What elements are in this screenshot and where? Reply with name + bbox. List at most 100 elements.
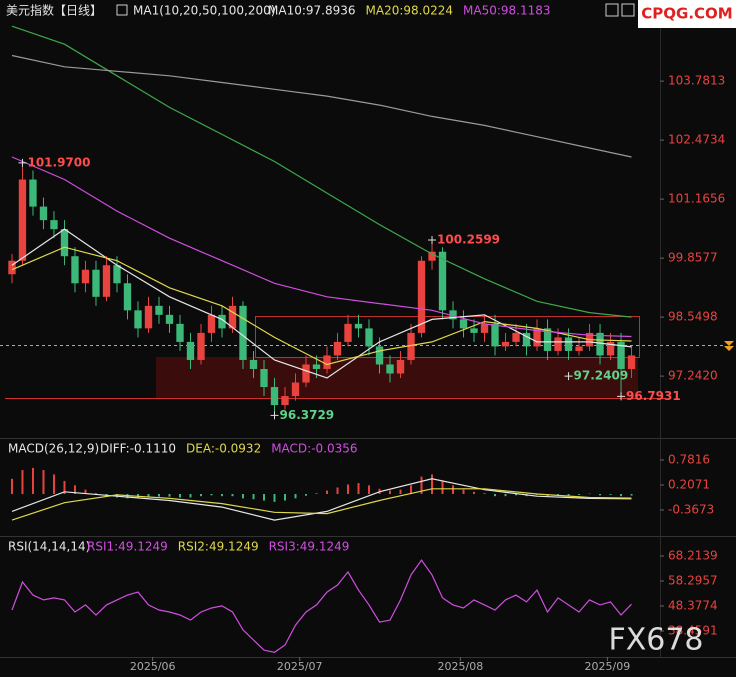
histogram-bar: [10, 478, 13, 495]
candle-body: [186, 341, 195, 360]
histogram-bar: [178, 494, 181, 498]
histogram-bar: [52, 474, 55, 495]
legend-entry: MA10:97.8936: [268, 4, 356, 18]
candle-body: [144, 305, 153, 329]
watermark-box: [638, 0, 736, 28]
histogram-bar: [199, 494, 202, 497]
histogram-bar: [263, 494, 265, 501]
x-tick-label: 2025/06: [130, 660, 176, 673]
candle-body: [281, 396, 289, 406]
chart-subtitle: MA1(10,20,50,100,200): [133, 4, 275, 18]
legend-entry: MACD:-0.0356: [271, 442, 357, 456]
y-tick-label: 58.2957: [668, 573, 718, 587]
histogram-bar: [31, 467, 34, 495]
candle-body: [501, 341, 510, 347]
histogram-bar: [294, 494, 297, 499]
y-tick-label: 0.2071: [668, 477, 710, 491]
window-icon[interactable]: [605, 3, 619, 17]
candle-body: [39, 206, 48, 221]
candle-body: [260, 368, 268, 388]
histogram-bar: [210, 494, 213, 496]
histogram-bar: [515, 494, 518, 496]
annotation-marker: [617, 392, 626, 401]
candle-body: [228, 305, 237, 329]
y-tick-label: 97.2420: [668, 369, 718, 383]
histogram-bar: [609, 494, 612, 495]
histogram-bar: [157, 494, 160, 497]
candle-body: [50, 220, 58, 230]
histogram-bar: [347, 484, 350, 495]
candle-body: [627, 355, 636, 369]
histogram-bar: [252, 494, 255, 500]
y-tick-label: 98.5498: [668, 310, 718, 324]
logo: FX678: [608, 623, 703, 658]
histogram-bar: [241, 494, 244, 499]
histogram-bar: [620, 494, 623, 497]
histogram-bar: [368, 485, 371, 495]
candle-body: [81, 269, 90, 284]
legend-entry: RSI2:49.1249: [178, 540, 259, 554]
histogram-bar: [21, 470, 24, 495]
candle-body: [323, 355, 331, 369]
candle-body: [375, 346, 384, 365]
annotation: 97.2409: [574, 369, 629, 383]
histogram-bar: [504, 494, 507, 497]
histogram-bar: [84, 489, 87, 495]
candle-body: [270, 387, 279, 406]
candle-body: [617, 341, 625, 369]
candle-body: [438, 251, 447, 311]
candle-body: [606, 341, 615, 356]
histogram-bar: [168, 494, 171, 497]
annotation-marker: [564, 372, 573, 381]
histogram-bar: [567, 494, 570, 496]
candle-body: [102, 265, 111, 297]
histogram-bar: [63, 480, 66, 495]
rsi-title: RSI(14,14,14): [8, 540, 90, 554]
histogram-bar: [599, 494, 602, 496]
histogram-bar: [420, 476, 423, 495]
candle-body: [18, 179, 27, 261]
annotation-marker: [18, 158, 27, 167]
legend-entry: DEA:-0.0932: [186, 442, 261, 456]
candle-body: [344, 323, 352, 342]
series-line: [11, 228, 632, 379]
legend-entry: RSI3:49.1249: [269, 540, 350, 554]
legend-entry: MA20:98.0224: [366, 4, 454, 18]
histogram-bar: [578, 494, 581, 495]
histogram-bar: [147, 494, 150, 498]
candle-body: [176, 323, 184, 342]
histogram-bar: [273, 494, 276, 502]
candle-body: [134, 310, 142, 329]
candle-body: [543, 328, 552, 351]
candle-body: [197, 332, 205, 360]
candle-body: [459, 319, 468, 329]
candle-body: [396, 359, 405, 374]
candle-body: [165, 314, 174, 324]
candle-body: [470, 328, 478, 333]
histogram-bar: [483, 493, 486, 495]
candle-body: [113, 265, 121, 284]
annotation-marker: [270, 411, 279, 420]
x-tick-label: 2025/09: [585, 660, 631, 673]
histogram-bar: [220, 494, 223, 497]
x-tick-label: 2025/08: [438, 660, 484, 673]
histogram-bar: [284, 494, 287, 501]
series-line: [11, 54, 632, 158]
close-icon[interactable]: [621, 3, 635, 17]
histogram-bar: [441, 480, 444, 495]
annotation: 96.7931: [626, 389, 681, 403]
candle-body: [449, 310, 457, 320]
candle-body: [365, 328, 373, 347]
settings-icon[interactable]: [116, 4, 128, 16]
histogram-bar: [389, 490, 392, 495]
legend-entry: DIFF:-0.1110: [100, 442, 176, 456]
histogram-bar: [410, 485, 413, 495]
candle-body: [480, 323, 489, 333]
y-tick-label: 0.7816: [668, 452, 710, 466]
y-tick-label: 48.3774: [668, 599, 718, 613]
series-line: [11, 246, 632, 366]
macd-title: MACD(26,12,9): [8, 442, 99, 456]
annotation: 100.2599: [437, 232, 500, 246]
candle-body: [522, 332, 531, 347]
range-box-outline: [255, 316, 640, 358]
